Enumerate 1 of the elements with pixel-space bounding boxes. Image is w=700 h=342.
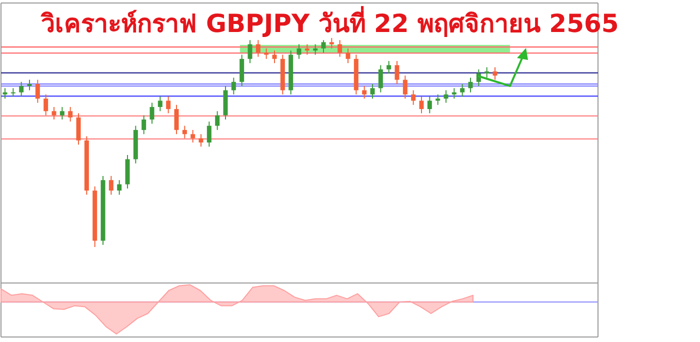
chart-title: วิเคราะห์กราฟ GBPJPY วันที่ 22 พฤศจิกายน 2565 xyxy=(40,6,619,38)
